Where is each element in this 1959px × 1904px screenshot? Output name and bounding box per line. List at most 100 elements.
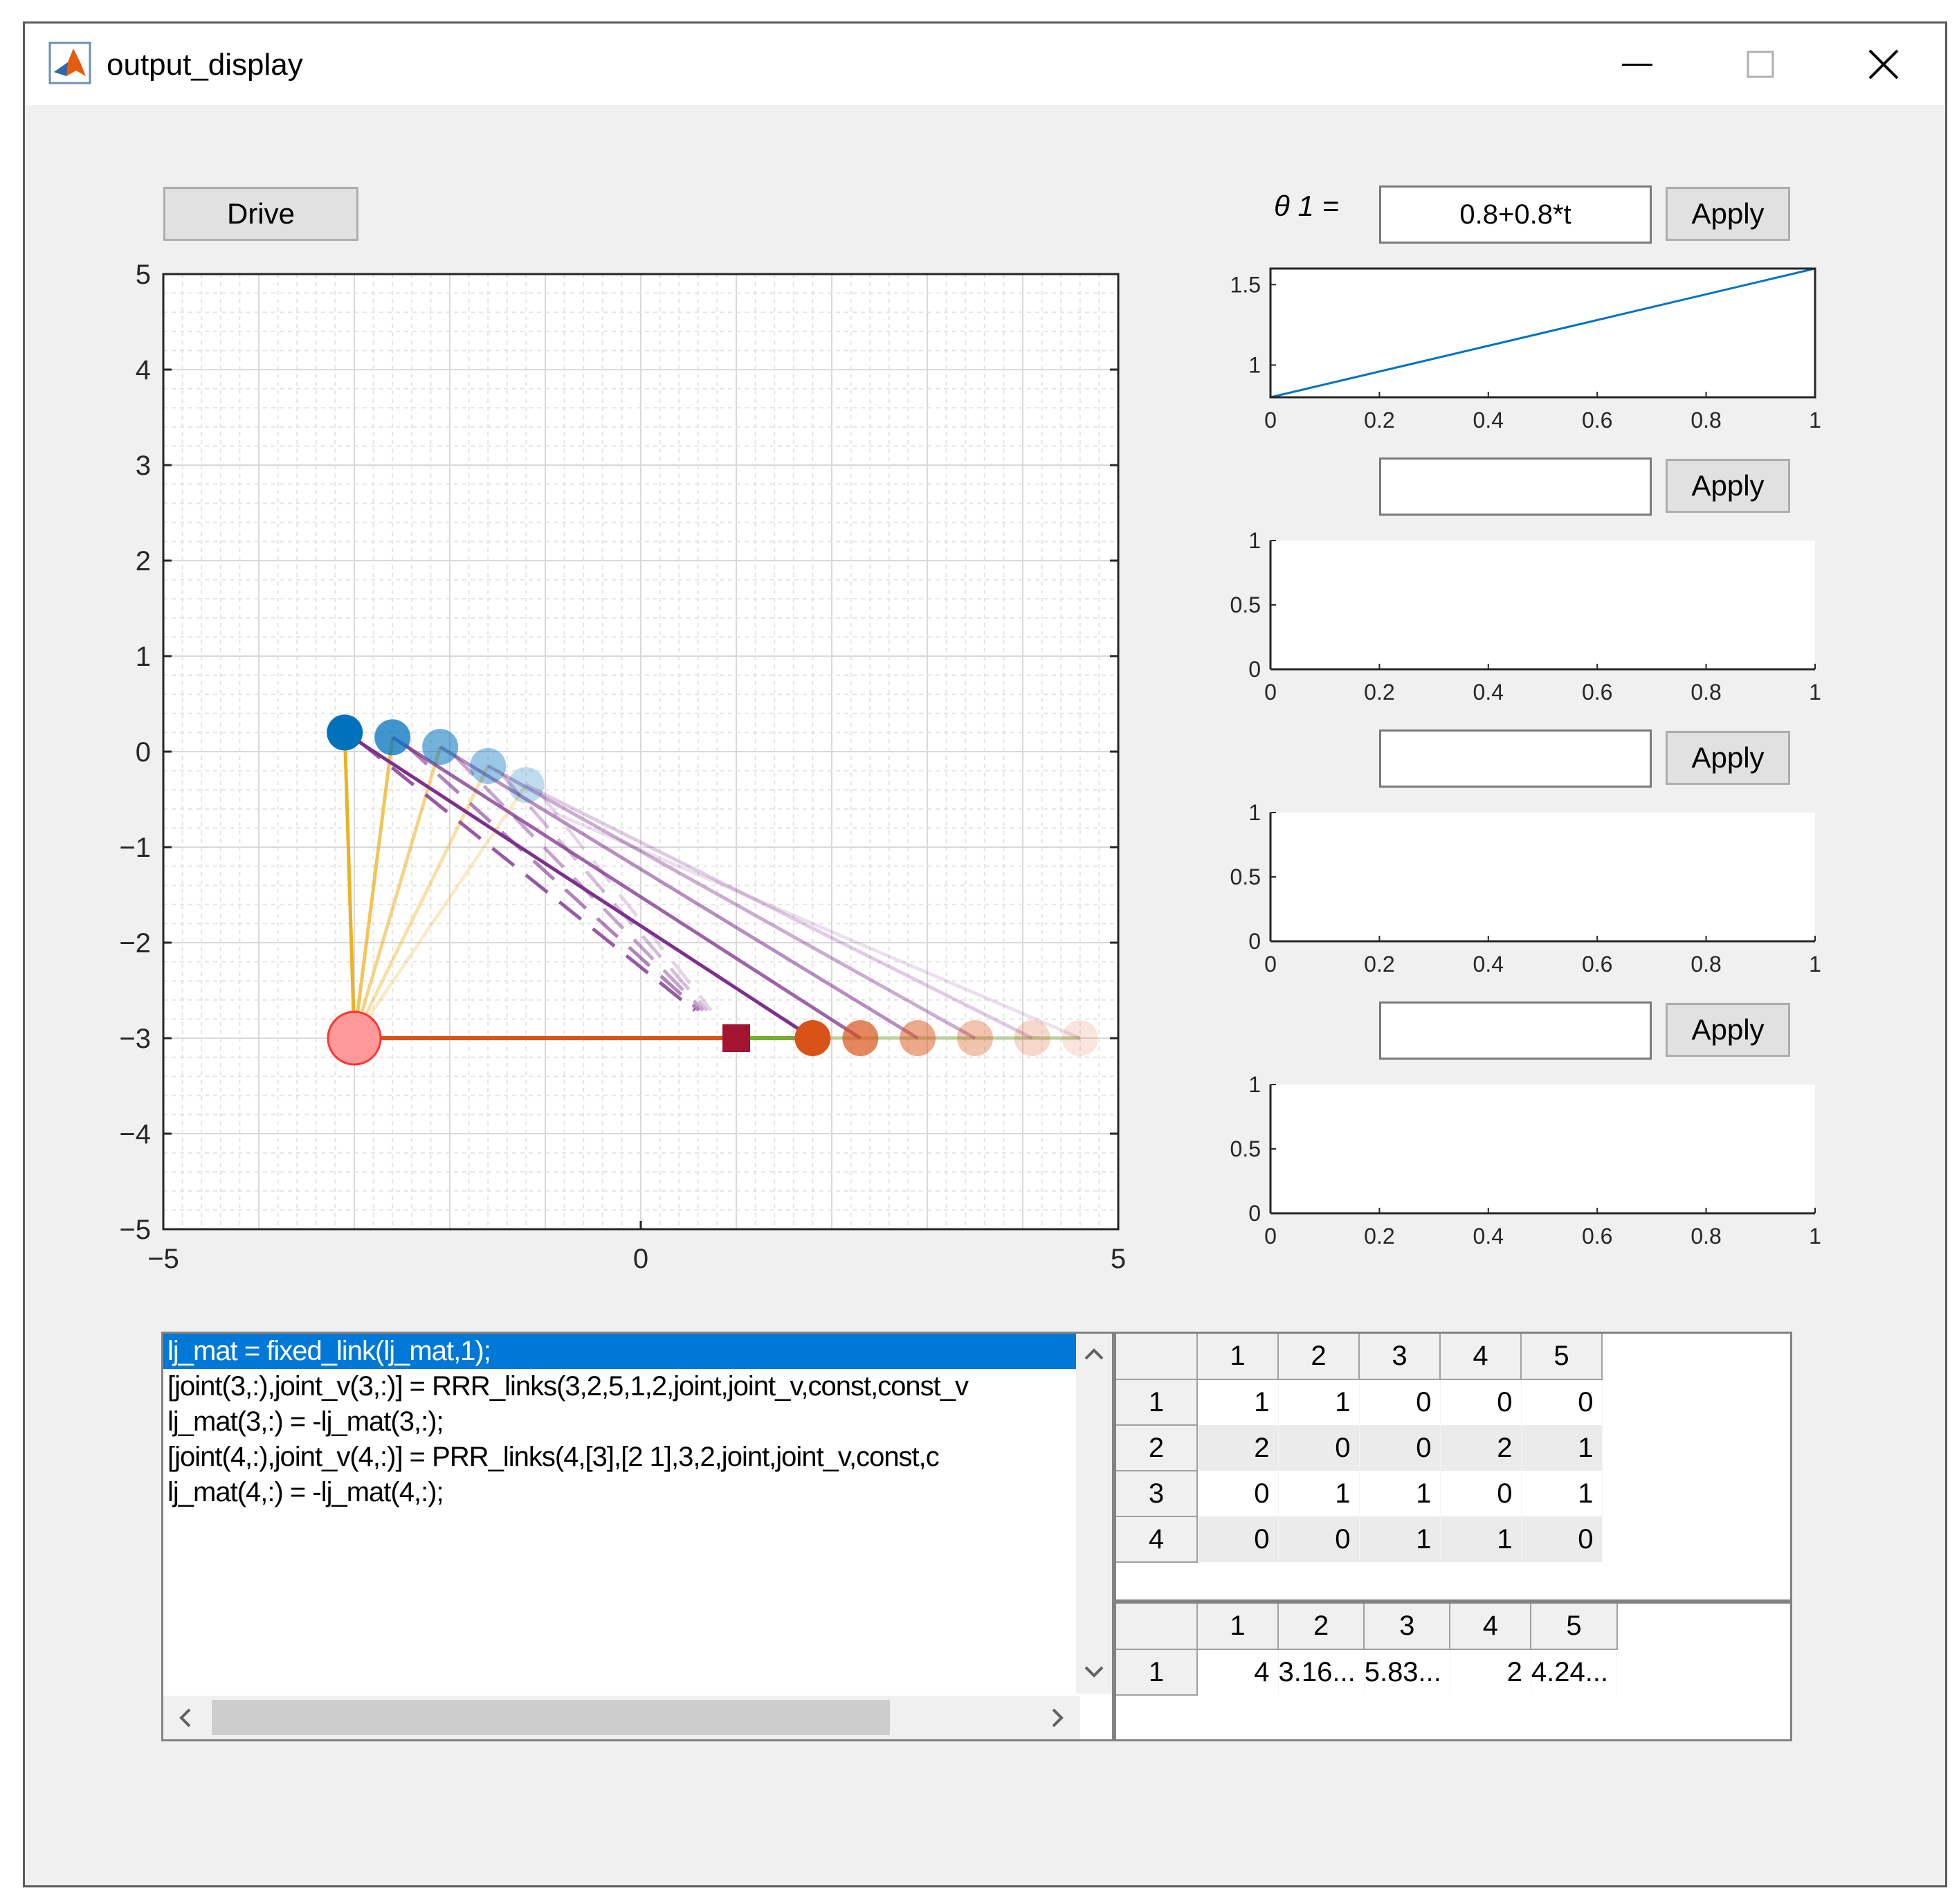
coupler-dashed-trace (357, 739, 696, 1012)
table-cell[interactable]: 2 (1197, 1425, 1279, 1471)
code-lines: lj_mat = fixed_link(lj_mat,1); [joint(3,:… (163, 1334, 1080, 1694)
table-cell[interactable]: 1 (1521, 1425, 1603, 1471)
table-cell[interactable]: 0 (1278, 1516, 1360, 1562)
input-3[interactable] (1379, 729, 1652, 788)
row-header: 1 (1116, 1649, 1198, 1696)
table-cell[interactable]: 1 (1197, 1379, 1279, 1425)
crank-link (352, 783, 528, 1040)
table-cell[interactable]: 0 (1521, 1379, 1603, 1425)
table-cell[interactable]: 0 (1440, 1471, 1522, 1516)
row-header: 2 (1116, 1425, 1198, 1471)
table-cell[interactable]: 5.83... (1364, 1649, 1450, 1695)
code-line[interactable]: lj_mat(3,:) = -lj_mat(3,:); (167, 1406, 444, 1437)
input-plot-2[interactable]: 0 0.2 0.4 0.6 0.8 1 1 0.5 0 (1187, 510, 1838, 718)
x-tick-label: 1 (1809, 408, 1821, 433)
drive-button[interactable]: Drive (163, 187, 358, 241)
y-tick-label: 1 (136, 642, 151, 672)
scroll-up-icon[interactable] (1084, 1348, 1104, 1361)
slider-joint (842, 1020, 879, 1056)
horizontal-scrollbar[interactable] (163, 1696, 1080, 1739)
scroll-left-icon[interactable] (179, 1708, 192, 1728)
table-cell[interactable]: 3.16... (1278, 1649, 1365, 1695)
column-header: 5 (1531, 1604, 1618, 1650)
crank-tip-joint (470, 747, 507, 784)
table-cell[interactable]: 1 (1278, 1379, 1360, 1425)
table-cell[interactable]: 2 (1440, 1425, 1522, 1471)
column-header: 4 (1440, 1334, 1522, 1380)
plot-frame (1269, 267, 1816, 399)
coupler-link (391, 736, 862, 1040)
table-cell[interactable]: 0 (1197, 1516, 1279, 1562)
apply-button-2[interactable]: Apply (1666, 459, 1790, 513)
input-2[interactable] (1379, 457, 1652, 516)
table-cell[interactable]: 0 (1521, 1516, 1603, 1562)
maximize-button[interactable] (1699, 24, 1822, 105)
y-tick-label: 1 (1248, 1072, 1261, 1097)
table-cell[interactable]: 1 (1359, 1471, 1441, 1516)
column-header: 1 (1197, 1334, 1279, 1380)
table-cell[interactable]: 0 (1278, 1425, 1360, 1471)
table-cell[interactable]: 4 (1197, 1649, 1279, 1695)
y-tick-label: −3 (119, 1024, 151, 1054)
minimize-button[interactable] (1576, 24, 1699, 105)
vertical-scrollbar[interactable] (1076, 1334, 1112, 1694)
coupler-link (525, 783, 1033, 1040)
code-line[interactable]: [joint(4,:),joint_v(4,:)] = PRR_links(4,… (167, 1442, 940, 1472)
apply-button-1[interactable]: Apply (1666, 187, 1790, 241)
table-cell[interactable]: 1 (1440, 1516, 1522, 1562)
x-tick-label: 0.4 (1473, 408, 1504, 433)
close-icon (1868, 49, 1899, 80)
theta1-plot[interactable]: 0 0.2 0.4 0.6 0.8 1 1.5 1 (1187, 238, 1838, 446)
apply-button-3[interactable]: Apply (1666, 731, 1790, 785)
maximize-icon (1747, 51, 1774, 78)
slider-joint (1014, 1020, 1050, 1056)
coupler-link (343, 731, 814, 1040)
slider-joint (1061, 1020, 1098, 1056)
crank-tip-joint (327, 714, 363, 751)
close-button[interactable] (1822, 24, 1945, 105)
code-listbox[interactable]: lj_mat = fixed_link(lj_mat,1); [joint(3,:… (161, 1332, 1114, 1741)
table-cell[interactable]: 0 (1440, 1379, 1522, 1425)
table-cell[interactable]: 0 (1359, 1425, 1441, 1471)
apply-button-4[interactable]: Apply (1666, 1003, 1790, 1057)
table-cell[interactable]: 1 (1359, 1516, 1441, 1562)
code-line[interactable]: [joint(3,:),joint_v(3,:)] = RRR_links(3,… (167, 1371, 969, 1402)
column-header: 4 (1450, 1604, 1532, 1650)
scroll-down-icon[interactable] (1084, 1665, 1104, 1678)
y-tick-label: 0 (1248, 929, 1261, 954)
column-header: 5 (1521, 1334, 1603, 1380)
input-plot-3[interactable]: 0 0.2 0.4 0.6 0.8 1 1 0.5 0 (1187, 782, 1838, 990)
coupler-dashed-trace (453, 754, 704, 1012)
x-tick-label: 1 (1809, 680, 1821, 705)
input-plot-4[interactable]: 0 0.2 0.4 0.6 0.8 1 1 0.5 0 (1187, 1054, 1838, 1262)
coupler-dashed-trace (538, 792, 713, 1012)
input-4[interactable] (1379, 1001, 1652, 1060)
table-cell[interactable]: 4.24... (1531, 1649, 1618, 1695)
x-tick-label: 0.6 (1582, 680, 1612, 705)
y-tick-label: 1 (1248, 353, 1261, 378)
code-line[interactable]: lj_mat(4,:) = -lj_mat(4,:); (167, 1477, 444, 1507)
table-cell[interactable]: 2 (1450, 1649, 1531, 1695)
mechanism-plot[interactable]: −5 0 5 5 4 3 2 1 0 −1 −2 −3 −4 −5 (101, 231, 1167, 1325)
y-tick-label: 3 (136, 451, 151, 481)
title-bar: output_display (25, 24, 1945, 105)
table-cell[interactable]: 1 (1521, 1471, 1603, 1516)
matlab-icon (48, 42, 91, 84)
code-line[interactable]: lj_mat = fixed_link(lj_mat,1); (163, 1334, 1080, 1369)
y-tick-label: 1.5 (1230, 272, 1261, 297)
scroll-right-icon[interactable] (1050, 1708, 1064, 1728)
table-cell[interactable]: 1 (1278, 1471, 1360, 1516)
table-cell[interactable]: 0 (1197, 1471, 1279, 1516)
crank-tip-joint (508, 767, 545, 804)
crank-tip-joint (374, 719, 411, 756)
slider-joint (957, 1020, 993, 1056)
theta1-input[interactable]: 0.8+0.8*t (1379, 185, 1652, 244)
y-tick-label: 0 (1248, 657, 1261, 682)
y-tick-label: −4 (119, 1119, 151, 1150)
table-cell[interactable]: 0 (1359, 1379, 1441, 1425)
scroll-thumb[interactable] (212, 1700, 890, 1735)
